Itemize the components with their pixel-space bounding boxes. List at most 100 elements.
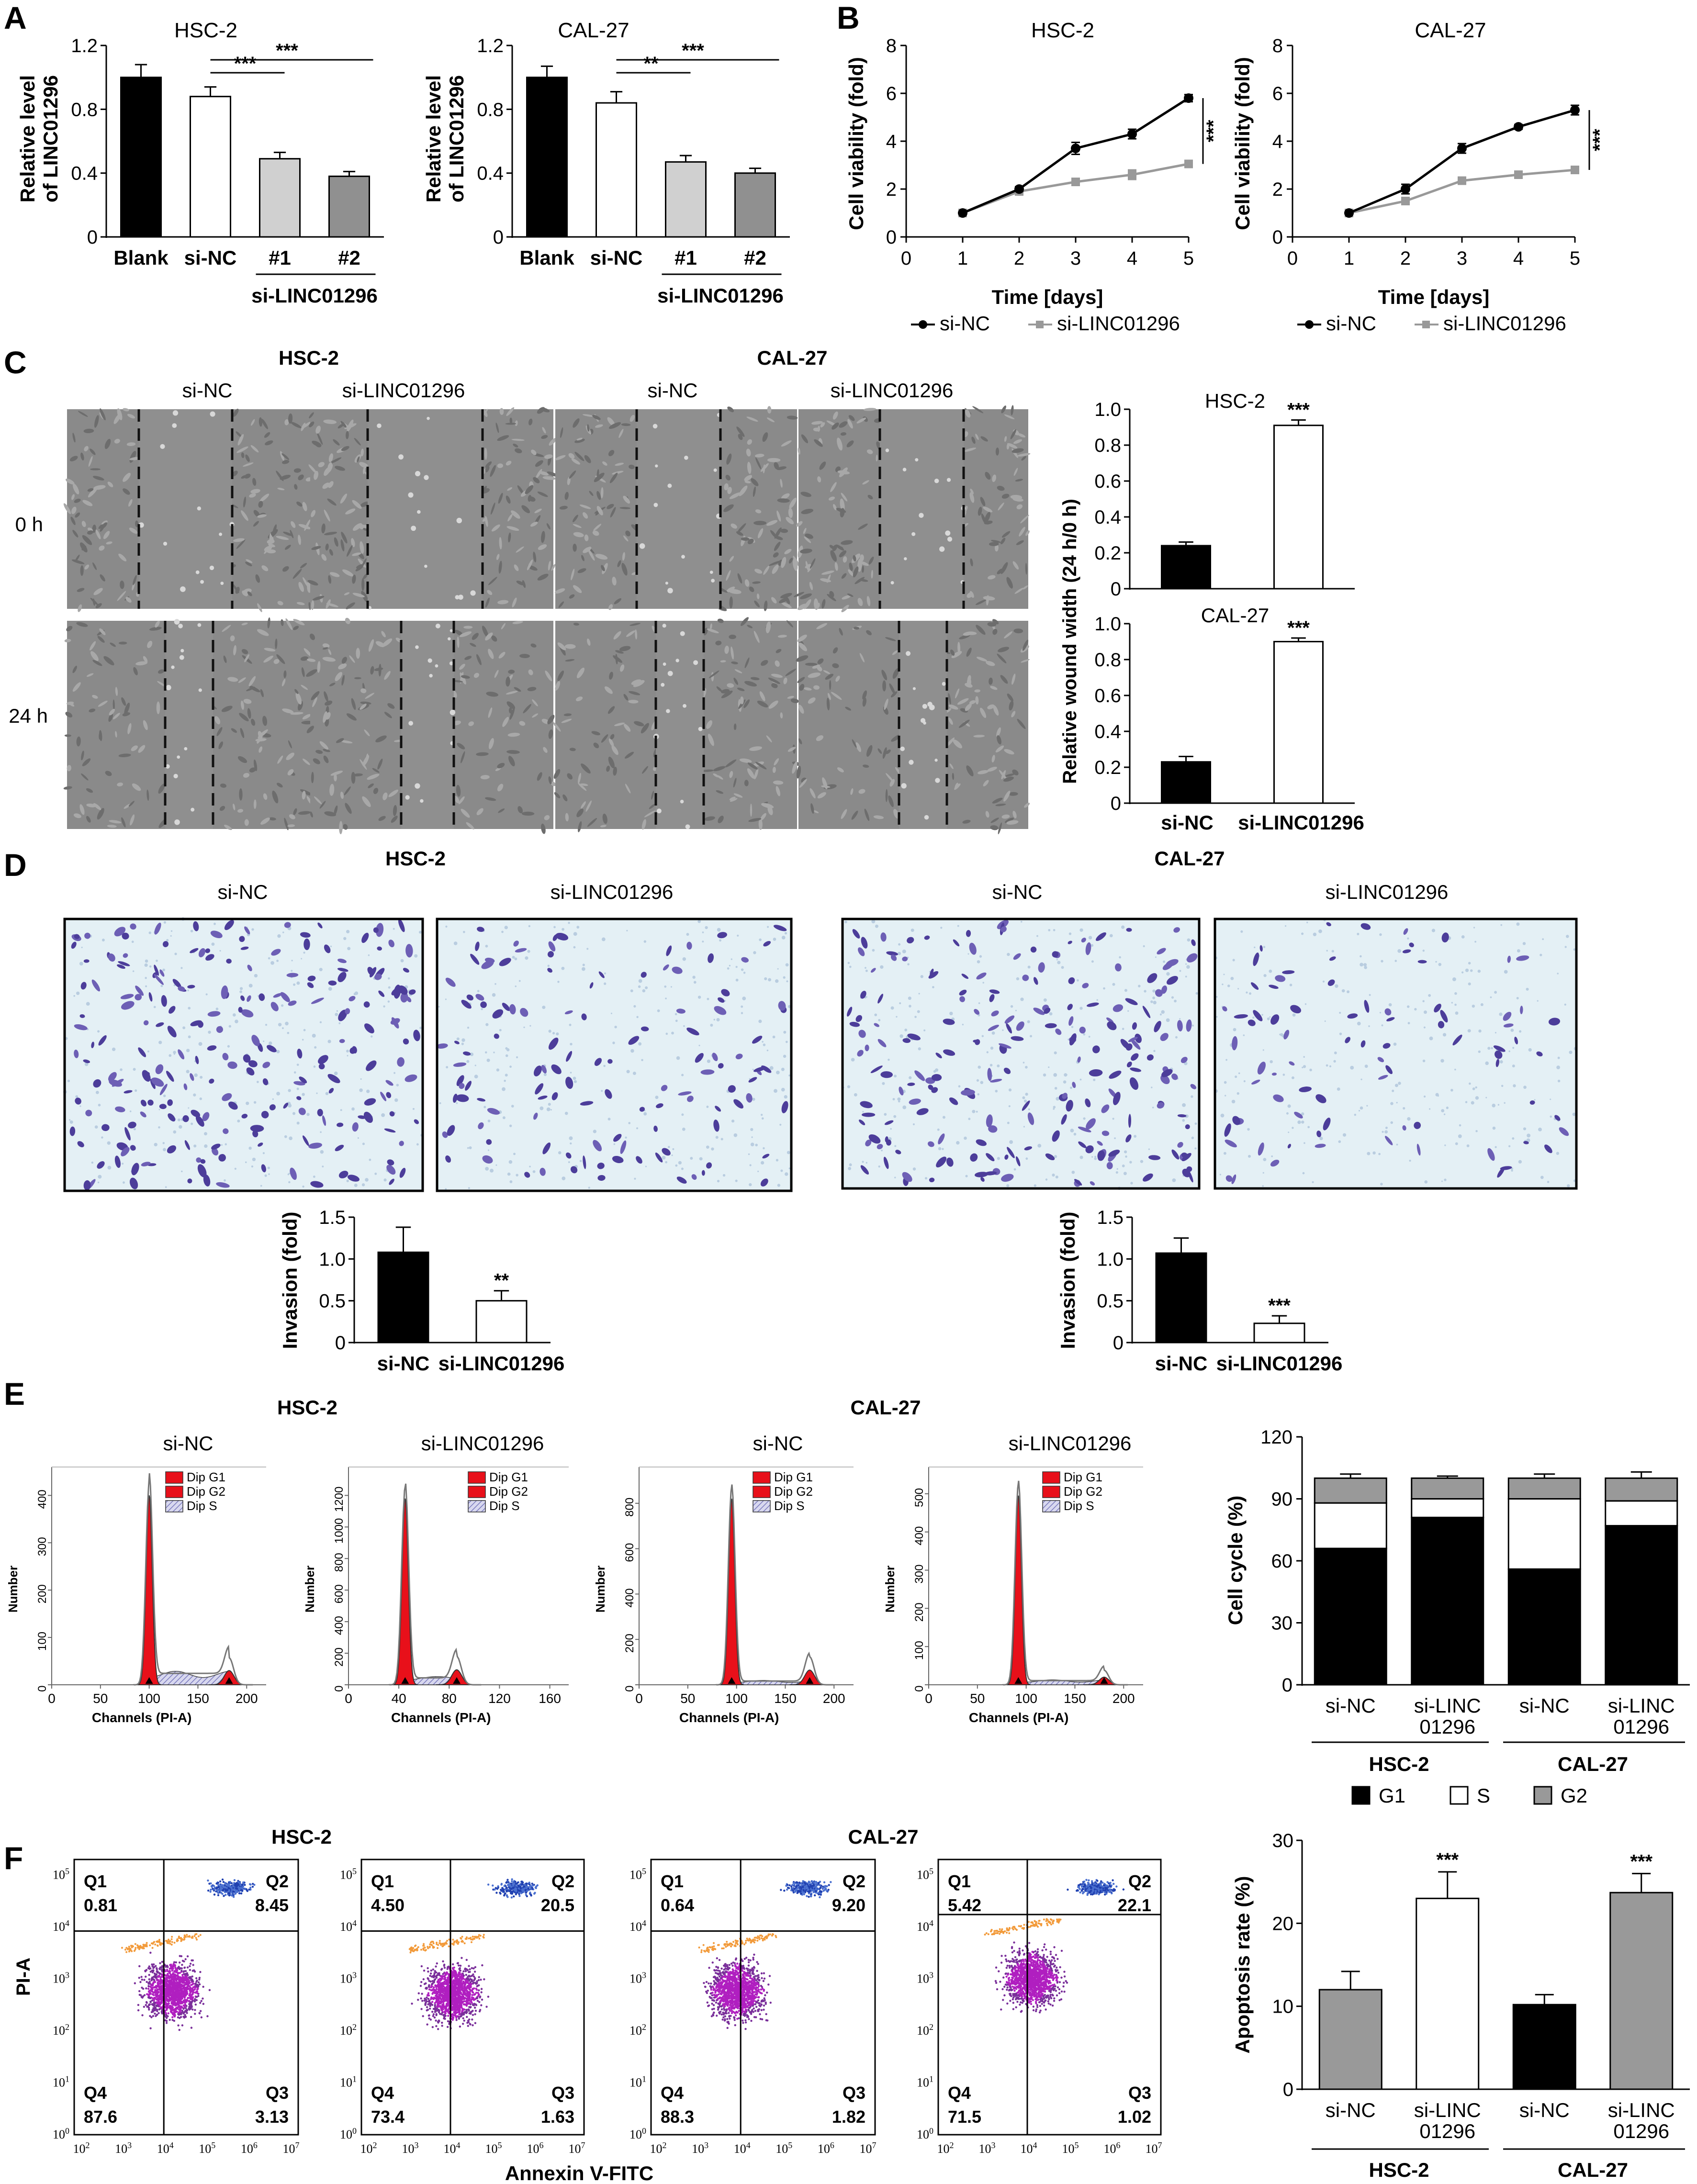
pore-dot <box>81 946 83 949</box>
pore-dot <box>1175 1036 1178 1039</box>
pore-dot <box>628 1122 631 1124</box>
pore-dot <box>1109 934 1113 938</box>
cell-texture <box>509 417 513 424</box>
row-label: 0 h <box>15 513 43 536</box>
cell-texture <box>781 440 792 447</box>
cell-texture <box>375 735 387 742</box>
cell-texture <box>642 766 649 774</box>
pore-dot <box>717 1179 720 1183</box>
event-dot <box>169 1967 172 1970</box>
pore-dot <box>1398 1082 1401 1085</box>
cell-texture <box>800 492 811 497</box>
cell-texture <box>519 654 530 658</box>
cell-texture <box>261 419 268 429</box>
chart-title: HSC-2 <box>1031 19 1094 42</box>
cell-texture <box>244 473 251 479</box>
cell-texture <box>466 822 474 829</box>
cell-texture <box>738 434 743 440</box>
pore-dot <box>1468 1082 1471 1085</box>
pore-dot <box>1435 961 1437 963</box>
cell-texture <box>617 560 621 567</box>
event-dot <box>143 1994 146 1996</box>
cell-texture <box>992 628 998 635</box>
cell-texture <box>587 818 597 827</box>
cell-texture <box>506 691 518 695</box>
cell-texture <box>64 638 71 643</box>
event-dot <box>182 2007 185 2010</box>
event-dot <box>176 1981 179 1983</box>
cell-texture <box>97 636 105 643</box>
event-dot <box>161 1992 164 1994</box>
cell-texture <box>488 707 493 718</box>
event-dot <box>183 1996 186 1999</box>
cell-texture <box>326 603 338 607</box>
cell-texture <box>344 423 357 429</box>
cell-texture <box>633 680 645 687</box>
cell-texture <box>253 759 258 772</box>
pore-dot <box>1231 1099 1236 1104</box>
pore-dot <box>260 1185 262 1187</box>
pore-dot <box>170 935 172 937</box>
cell-texture <box>866 745 873 757</box>
pore-dot <box>181 1170 183 1173</box>
cell-texture <box>609 472 618 483</box>
cell-texture <box>506 407 515 416</box>
cell-texture <box>497 784 504 792</box>
pore-dot <box>614 1025 617 1029</box>
cell-texture <box>727 406 734 413</box>
cell-texture <box>118 553 127 561</box>
cell-texture <box>1011 711 1016 717</box>
cell-texture <box>486 692 498 697</box>
pore-dot <box>302 1039 304 1041</box>
cell-texture <box>579 504 591 509</box>
pore-dot <box>131 941 134 943</box>
cell-texture <box>717 618 724 623</box>
cell-texture <box>86 788 93 793</box>
cell-texture <box>779 597 788 604</box>
pore-dot <box>320 1150 324 1154</box>
pore-dot <box>1495 1146 1497 1148</box>
pore-dot <box>245 1161 247 1164</box>
pore-dot <box>1297 1120 1301 1124</box>
cell-texture <box>554 792 561 798</box>
cell-texture <box>248 685 260 693</box>
cell-texture <box>86 673 94 677</box>
pore-dot <box>965 1175 968 1177</box>
pore-dot <box>485 944 488 948</box>
event-dot <box>172 1996 175 1999</box>
cell-texture <box>775 649 782 653</box>
cell-texture <box>997 653 1007 663</box>
cell-texture <box>288 413 293 424</box>
pore-dot <box>786 980 788 983</box>
cell-texture <box>862 697 867 707</box>
cell-texture <box>250 489 260 493</box>
pore-dot <box>548 1103 551 1106</box>
cell-texture <box>1009 701 1014 711</box>
cell-texture <box>506 676 510 687</box>
cell-texture <box>360 759 367 770</box>
cell-texture <box>547 715 555 725</box>
sig-marker: *** <box>1287 617 1310 638</box>
pore-dot <box>665 997 667 999</box>
cell-texture <box>594 472 605 482</box>
cell-texture <box>114 438 120 444</box>
cell-texture <box>553 769 561 779</box>
data-point <box>1184 93 1193 103</box>
pore-dot <box>1504 970 1508 974</box>
pore-dot <box>1429 1036 1433 1041</box>
pore-dot <box>1472 1004 1475 1008</box>
legend-swatch <box>1042 1471 1060 1484</box>
pore-dot <box>748 1153 750 1155</box>
pore-dot <box>194 1073 198 1077</box>
pore-dot <box>1079 1007 1083 1010</box>
pore-dot <box>643 940 647 943</box>
pore-dot <box>306 1113 310 1116</box>
event-dot <box>206 2015 209 2017</box>
cell-texture <box>601 565 605 571</box>
cell-texture <box>281 679 286 686</box>
cell-texture <box>837 767 844 773</box>
cell-texture <box>521 505 530 514</box>
pore-dot <box>400 959 404 963</box>
cell-texture <box>341 446 349 451</box>
pore-dot <box>1465 968 1469 972</box>
